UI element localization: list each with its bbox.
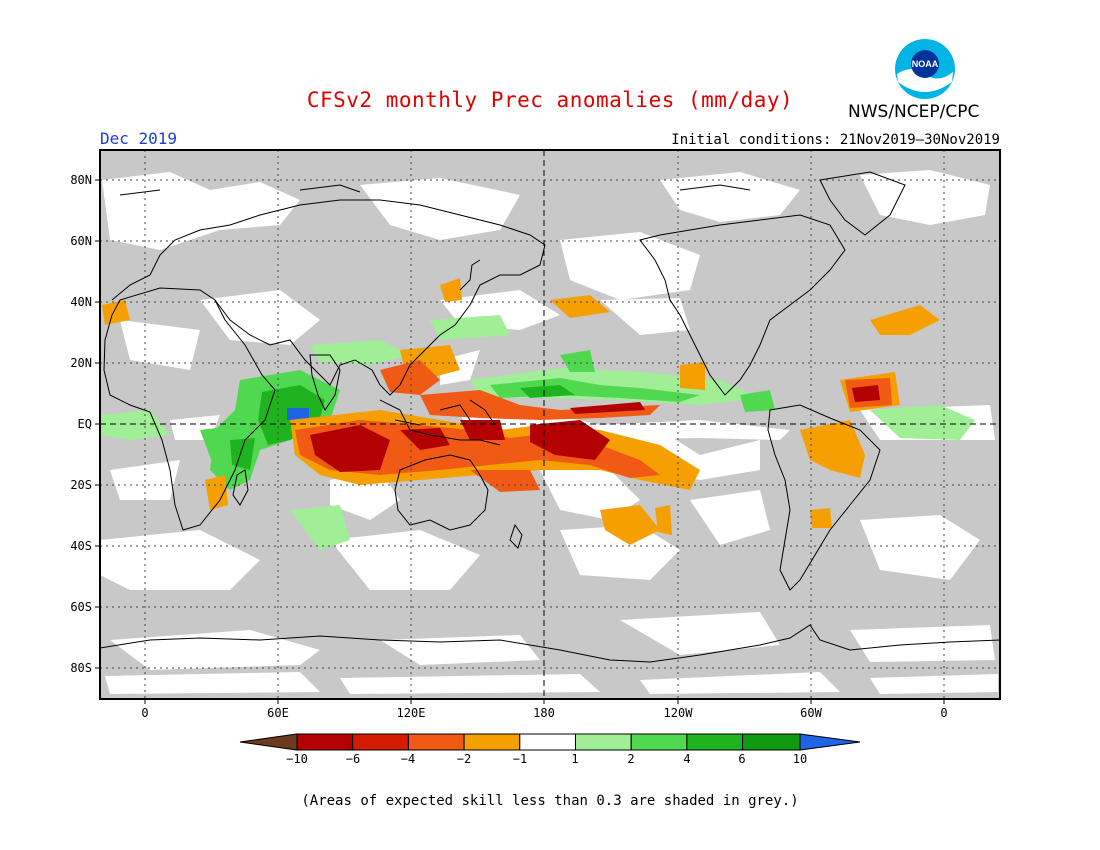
skill-footnote: (Areas of expected skill less than 0.3 a… <box>301 793 799 809</box>
colorbar-label: −1 <box>512 752 528 766</box>
lon-label: 180 <box>533 706 555 720</box>
antarctica-coast <box>100 624 1000 663</box>
maritime-continent-coast <box>379 399 501 446</box>
colorbar-label: −4 <box>400 752 416 766</box>
colorbar-bin <box>575 733 632 751</box>
anomaly-field <box>100 150 1000 699</box>
colorbar-label: 4 <box>683 752 691 766</box>
colorbar-label: 10 <box>792 752 808 766</box>
lat-label: 20N <box>70 356 92 370</box>
colorbar <box>239 733 861 751</box>
lat-lon-grid <box>100 150 1000 699</box>
colorbar-label: 6 <box>738 752 746 766</box>
chart-title-text: CFSv2 monthly Prec anomalies (mm/day) <box>306 88 794 112</box>
north-america-coast <box>639 214 846 396</box>
colorbar-label: 2 <box>627 752 635 766</box>
australia-coast <box>394 454 489 531</box>
lat-label: 20S <box>70 478 92 492</box>
lon-label: 120W <box>663 706 693 720</box>
colorbar-bin <box>407 733 465 751</box>
colorbar-label: −10 <box>286 752 308 766</box>
colorbar-bin <box>519 733 576 751</box>
dry-strong-areas <box>310 385 880 472</box>
colorbar-bin <box>630 733 688 751</box>
colorbar-low-triangle <box>239 733 298 751</box>
lon-label: 0 <box>940 706 948 720</box>
wet-extreme-area <box>287 408 309 420</box>
lat-label: 40N <box>70 295 92 309</box>
axis-ticks <box>95 179 945 704</box>
lat-label: 80S <box>70 661 92 675</box>
lat-label: 40S <box>70 539 92 553</box>
lon-label: 120E <box>396 706 426 720</box>
lat-label: EQ <box>77 417 92 431</box>
colorbar-bin <box>296 733 354 751</box>
japan-coast <box>459 259 481 291</box>
eurasia-coast <box>111 199 546 396</box>
lon-label: 60E <box>267 706 289 720</box>
colorbar-bin <box>352 733 409 751</box>
madagascar-coast <box>232 469 249 506</box>
colorbar-label: −2 <box>456 752 472 766</box>
initial-conditions: Initial conditions: 21Nov2019–30Nov2019 <box>671 132 1000 148</box>
lat-label: 60S <box>70 600 92 614</box>
colorbar-label: 1 <box>571 752 579 766</box>
africa-coast <box>103 287 276 531</box>
chart-title: CFSv2 monthly Prec anomalies (mm/day) <box>0 88 1100 112</box>
south-america-coast <box>767 404 881 591</box>
colorbar-bin <box>686 733 744 751</box>
logo-text: NOAA <box>912 59 939 69</box>
lat-label: 80N <box>70 173 92 187</box>
india-coast <box>309 354 341 412</box>
colorbar-label: −6 <box>345 752 361 766</box>
arctic-coast <box>119 184 751 196</box>
colorbar-high-triangle <box>799 733 861 751</box>
forecast-month: Dec 2019 <box>100 129 178 148</box>
new-zealand-coast <box>509 523 523 549</box>
lon-label: 60W <box>800 706 822 720</box>
lon-label: 0 <box>141 706 149 720</box>
coastlines <box>100 171 1000 663</box>
colorbar-bin <box>742 733 801 751</box>
colorbar-bin <box>463 733 521 751</box>
noaa-logo: NOAA <box>895 39 955 99</box>
agency-label: NWS/NCEP/CPC <box>848 102 980 122</box>
lat-label: 60N <box>70 234 92 248</box>
greenland-coast <box>819 171 906 236</box>
equator-dateline-lines <box>100 150 1000 699</box>
